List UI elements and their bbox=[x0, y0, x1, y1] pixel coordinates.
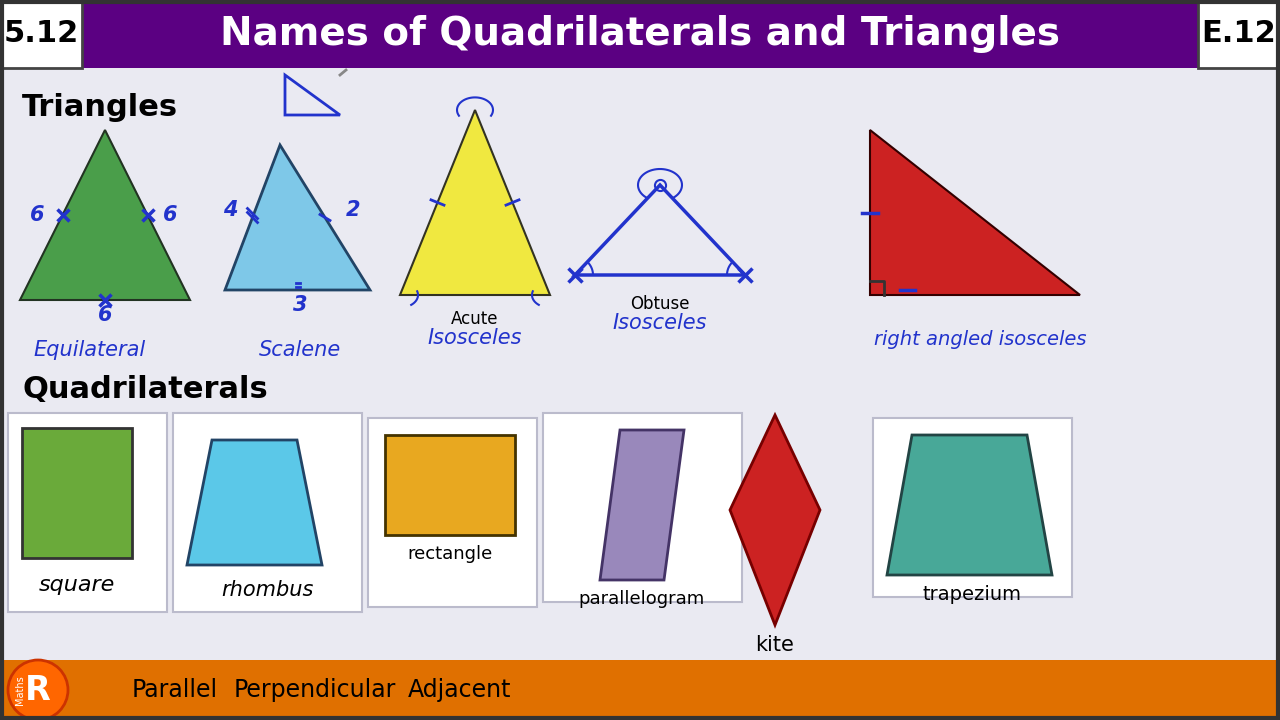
Text: Parallel: Parallel bbox=[132, 678, 218, 702]
Polygon shape bbox=[187, 440, 323, 565]
Text: Acute: Acute bbox=[452, 310, 499, 328]
Polygon shape bbox=[730, 415, 820, 625]
Text: Names of Quadrilaterals and Triangles: Names of Quadrilaterals and Triangles bbox=[220, 15, 1060, 53]
Text: square: square bbox=[38, 575, 115, 595]
Text: Isosceles: Isosceles bbox=[428, 328, 522, 348]
FancyBboxPatch shape bbox=[173, 413, 362, 612]
Text: 3: 3 bbox=[293, 295, 307, 315]
FancyBboxPatch shape bbox=[1198, 0, 1280, 68]
Bar bbox=[22, 428, 132, 558]
Polygon shape bbox=[399, 110, 550, 295]
Text: rhombus: rhombus bbox=[221, 580, 314, 600]
Text: Adjacent: Adjacent bbox=[408, 678, 512, 702]
FancyBboxPatch shape bbox=[543, 413, 742, 602]
Polygon shape bbox=[225, 145, 370, 290]
Text: R: R bbox=[26, 673, 51, 706]
Text: rectangle: rectangle bbox=[407, 545, 493, 563]
Text: Scalene: Scalene bbox=[259, 340, 342, 360]
Text: right angled isosceles: right angled isosceles bbox=[874, 330, 1087, 349]
Polygon shape bbox=[887, 435, 1052, 575]
FancyBboxPatch shape bbox=[873, 418, 1073, 597]
Text: Quadrilaterals: Quadrilaterals bbox=[22, 376, 268, 405]
FancyBboxPatch shape bbox=[0, 660, 1280, 720]
Polygon shape bbox=[20, 130, 189, 300]
FancyBboxPatch shape bbox=[0, 0, 82, 68]
Text: Obtuse: Obtuse bbox=[630, 295, 690, 313]
Text: 4: 4 bbox=[223, 200, 237, 220]
Text: Maths: Maths bbox=[15, 675, 26, 705]
Text: E.12: E.12 bbox=[1202, 19, 1276, 48]
FancyBboxPatch shape bbox=[369, 418, 538, 607]
Text: 5.12: 5.12 bbox=[4, 19, 78, 48]
Polygon shape bbox=[600, 430, 684, 580]
Circle shape bbox=[8, 660, 68, 720]
Text: 6: 6 bbox=[97, 305, 113, 325]
FancyBboxPatch shape bbox=[8, 413, 166, 612]
Text: 6: 6 bbox=[163, 205, 177, 225]
Text: 6: 6 bbox=[29, 205, 45, 225]
Polygon shape bbox=[870, 130, 1080, 295]
Text: parallelogram: parallelogram bbox=[579, 590, 705, 608]
Bar bbox=[385, 435, 515, 535]
Text: Equilateral: Equilateral bbox=[35, 340, 146, 360]
Text: Perpendicular: Perpendicular bbox=[234, 678, 397, 702]
Text: trapezium: trapezium bbox=[923, 585, 1021, 604]
Text: 2: 2 bbox=[346, 200, 360, 220]
Text: Isosceles: Isosceles bbox=[613, 313, 708, 333]
FancyBboxPatch shape bbox=[0, 0, 1280, 68]
Text: kite: kite bbox=[755, 635, 795, 655]
Text: Triangles: Triangles bbox=[22, 94, 178, 122]
